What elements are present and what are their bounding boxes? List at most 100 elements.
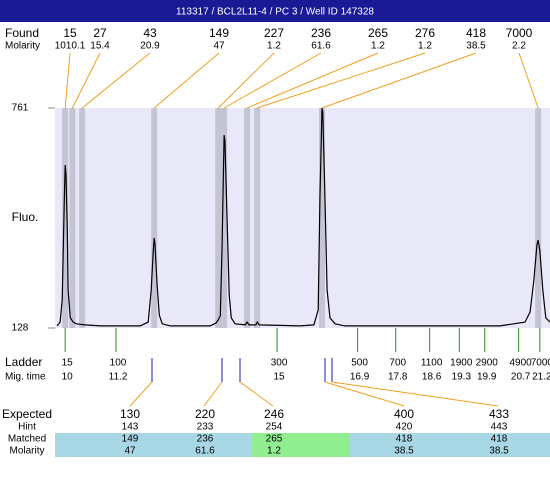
molarity-cell: 38.5 <box>489 446 509 457</box>
found-size: 43 <box>143 26 157 40</box>
peak-band <box>79 108 86 328</box>
found-connector <box>217 52 275 109</box>
y-tick-label: 761 <box>12 103 29 114</box>
connector <box>239 381 274 407</box>
ladder-time: 18.6 <box>422 372 442 383</box>
y-tick-label: 128 <box>12 323 29 334</box>
found-connector <box>81 52 151 109</box>
matched-cell: 265 <box>266 434 283 445</box>
molarity-cell: 1.2 <box>267 446 281 457</box>
ladder-size: 15 <box>62 358 74 369</box>
found-connector <box>223 52 322 109</box>
hint-cell: 233 <box>197 422 214 433</box>
found-molarity: 1010.1 <box>55 41 86 52</box>
connectors <box>129 358 499 407</box>
found-size: 149 <box>209 26 229 40</box>
molarity-cell: 47 <box>124 446 136 457</box>
found-molarity: 1.2 <box>418 41 432 52</box>
ladder-size: 500 <box>351 358 368 369</box>
found-size: 276 <box>415 26 435 40</box>
title: 113317 / BCL2L11-4 / PC 3 / Well ID 1473… <box>176 7 374 18</box>
molarity-cell: 38.5 <box>394 446 414 457</box>
ladder-size: 1900 <box>450 358 473 369</box>
found-molarity: 1.2 <box>371 41 385 52</box>
molarity-label: Molarity <box>5 41 40 52</box>
found-size: 418 <box>466 26 486 40</box>
ladder-time: 19.3 <box>452 372 472 383</box>
found-connector <box>321 52 477 109</box>
row-label: Molarity <box>9 446 44 457</box>
found-connector <box>64 52 71 109</box>
row-label: Matched <box>8 434 46 445</box>
expected-cell: 400 <box>394 407 414 421</box>
ladder-size: 1100 <box>421 358 443 369</box>
matched-highlight <box>252 433 350 457</box>
expected-cell: 433 <box>489 407 509 421</box>
found-size: 227 <box>264 26 284 40</box>
hint-cell: 143 <box>122 422 139 433</box>
hint-cell: 254 <box>266 422 283 433</box>
ladder-size: 4900 <box>510 358 533 369</box>
row-label: Expected <box>2 407 52 421</box>
ladder-size: 2900 <box>476 358 499 369</box>
found-molarity: 2.2 <box>512 41 526 52</box>
peak-band <box>151 108 158 328</box>
found-molarity: 15.4 <box>90 41 110 52</box>
ladder-size: 7000 <box>531 358 550 369</box>
hint-cell: 420 <box>396 422 413 433</box>
expected-cell: 130 <box>120 407 140 421</box>
ladder-label: Ladder <box>5 355 42 369</box>
peak-band <box>318 108 325 328</box>
plot-background <box>55 108 550 328</box>
matched-cell: 418 <box>396 434 413 445</box>
found-molarity: 1.2 <box>267 41 281 52</box>
found-molarity: 20.9 <box>140 41 160 52</box>
ladder-size: 300 <box>271 358 288 369</box>
mig-time-label: Mig. time <box>5 372 46 383</box>
ladder-time: 16.9 <box>350 372 370 383</box>
ladder-time: 20.7 <box>511 372 531 383</box>
found-molarity: 61.6 <box>311 41 331 52</box>
peak-band <box>535 108 542 328</box>
matched-cell: 149 <box>122 434 139 445</box>
peak-band <box>62 108 69 328</box>
found-connector <box>246 52 379 109</box>
found-connector <box>153 52 220 109</box>
peak-band <box>221 108 228 328</box>
found-size: 265 <box>368 26 388 40</box>
ladder-size: 700 <box>389 358 406 369</box>
hint-cell: 443 <box>491 422 508 433</box>
expected-cell: 220 <box>195 407 215 421</box>
matched-cell: 418 <box>491 434 508 445</box>
found-size: 15 <box>63 26 77 40</box>
found-size: 27 <box>93 26 107 40</box>
connector <box>129 381 153 407</box>
connector <box>324 381 405 407</box>
peak-band <box>254 108 261 328</box>
trace <box>56 107 550 327</box>
found-molarity: 38.5 <box>466 41 486 52</box>
ladder-size: 100 <box>110 358 127 369</box>
peak-band <box>243 108 250 328</box>
matched-cell: 236 <box>197 434 214 445</box>
ladder-time: 11.2 <box>109 372 128 383</box>
expected-cell: 246 <box>264 407 284 421</box>
title-bar <box>0 0 550 22</box>
connector <box>331 381 499 407</box>
ladder-time: 17.8 <box>388 372 408 383</box>
ladder-time: 21.2 <box>532 372 550 383</box>
y-label: Fluo. <box>12 210 39 224</box>
found-molarity: 47 <box>213 41 225 52</box>
ladder-time: 10 <box>62 372 74 383</box>
molarity-cell: 61.6 <box>195 446 215 457</box>
peak-band <box>215 108 222 328</box>
ladder-time: 15 <box>274 372 286 383</box>
found-label: Found <box>5 26 39 40</box>
found-size: 236 <box>311 26 331 40</box>
found-connector <box>518 52 539 109</box>
ladder-time: 19.9 <box>477 372 497 383</box>
connector <box>203 381 223 407</box>
found-size: 7000 <box>506 26 533 40</box>
found-connector <box>256 52 426 109</box>
